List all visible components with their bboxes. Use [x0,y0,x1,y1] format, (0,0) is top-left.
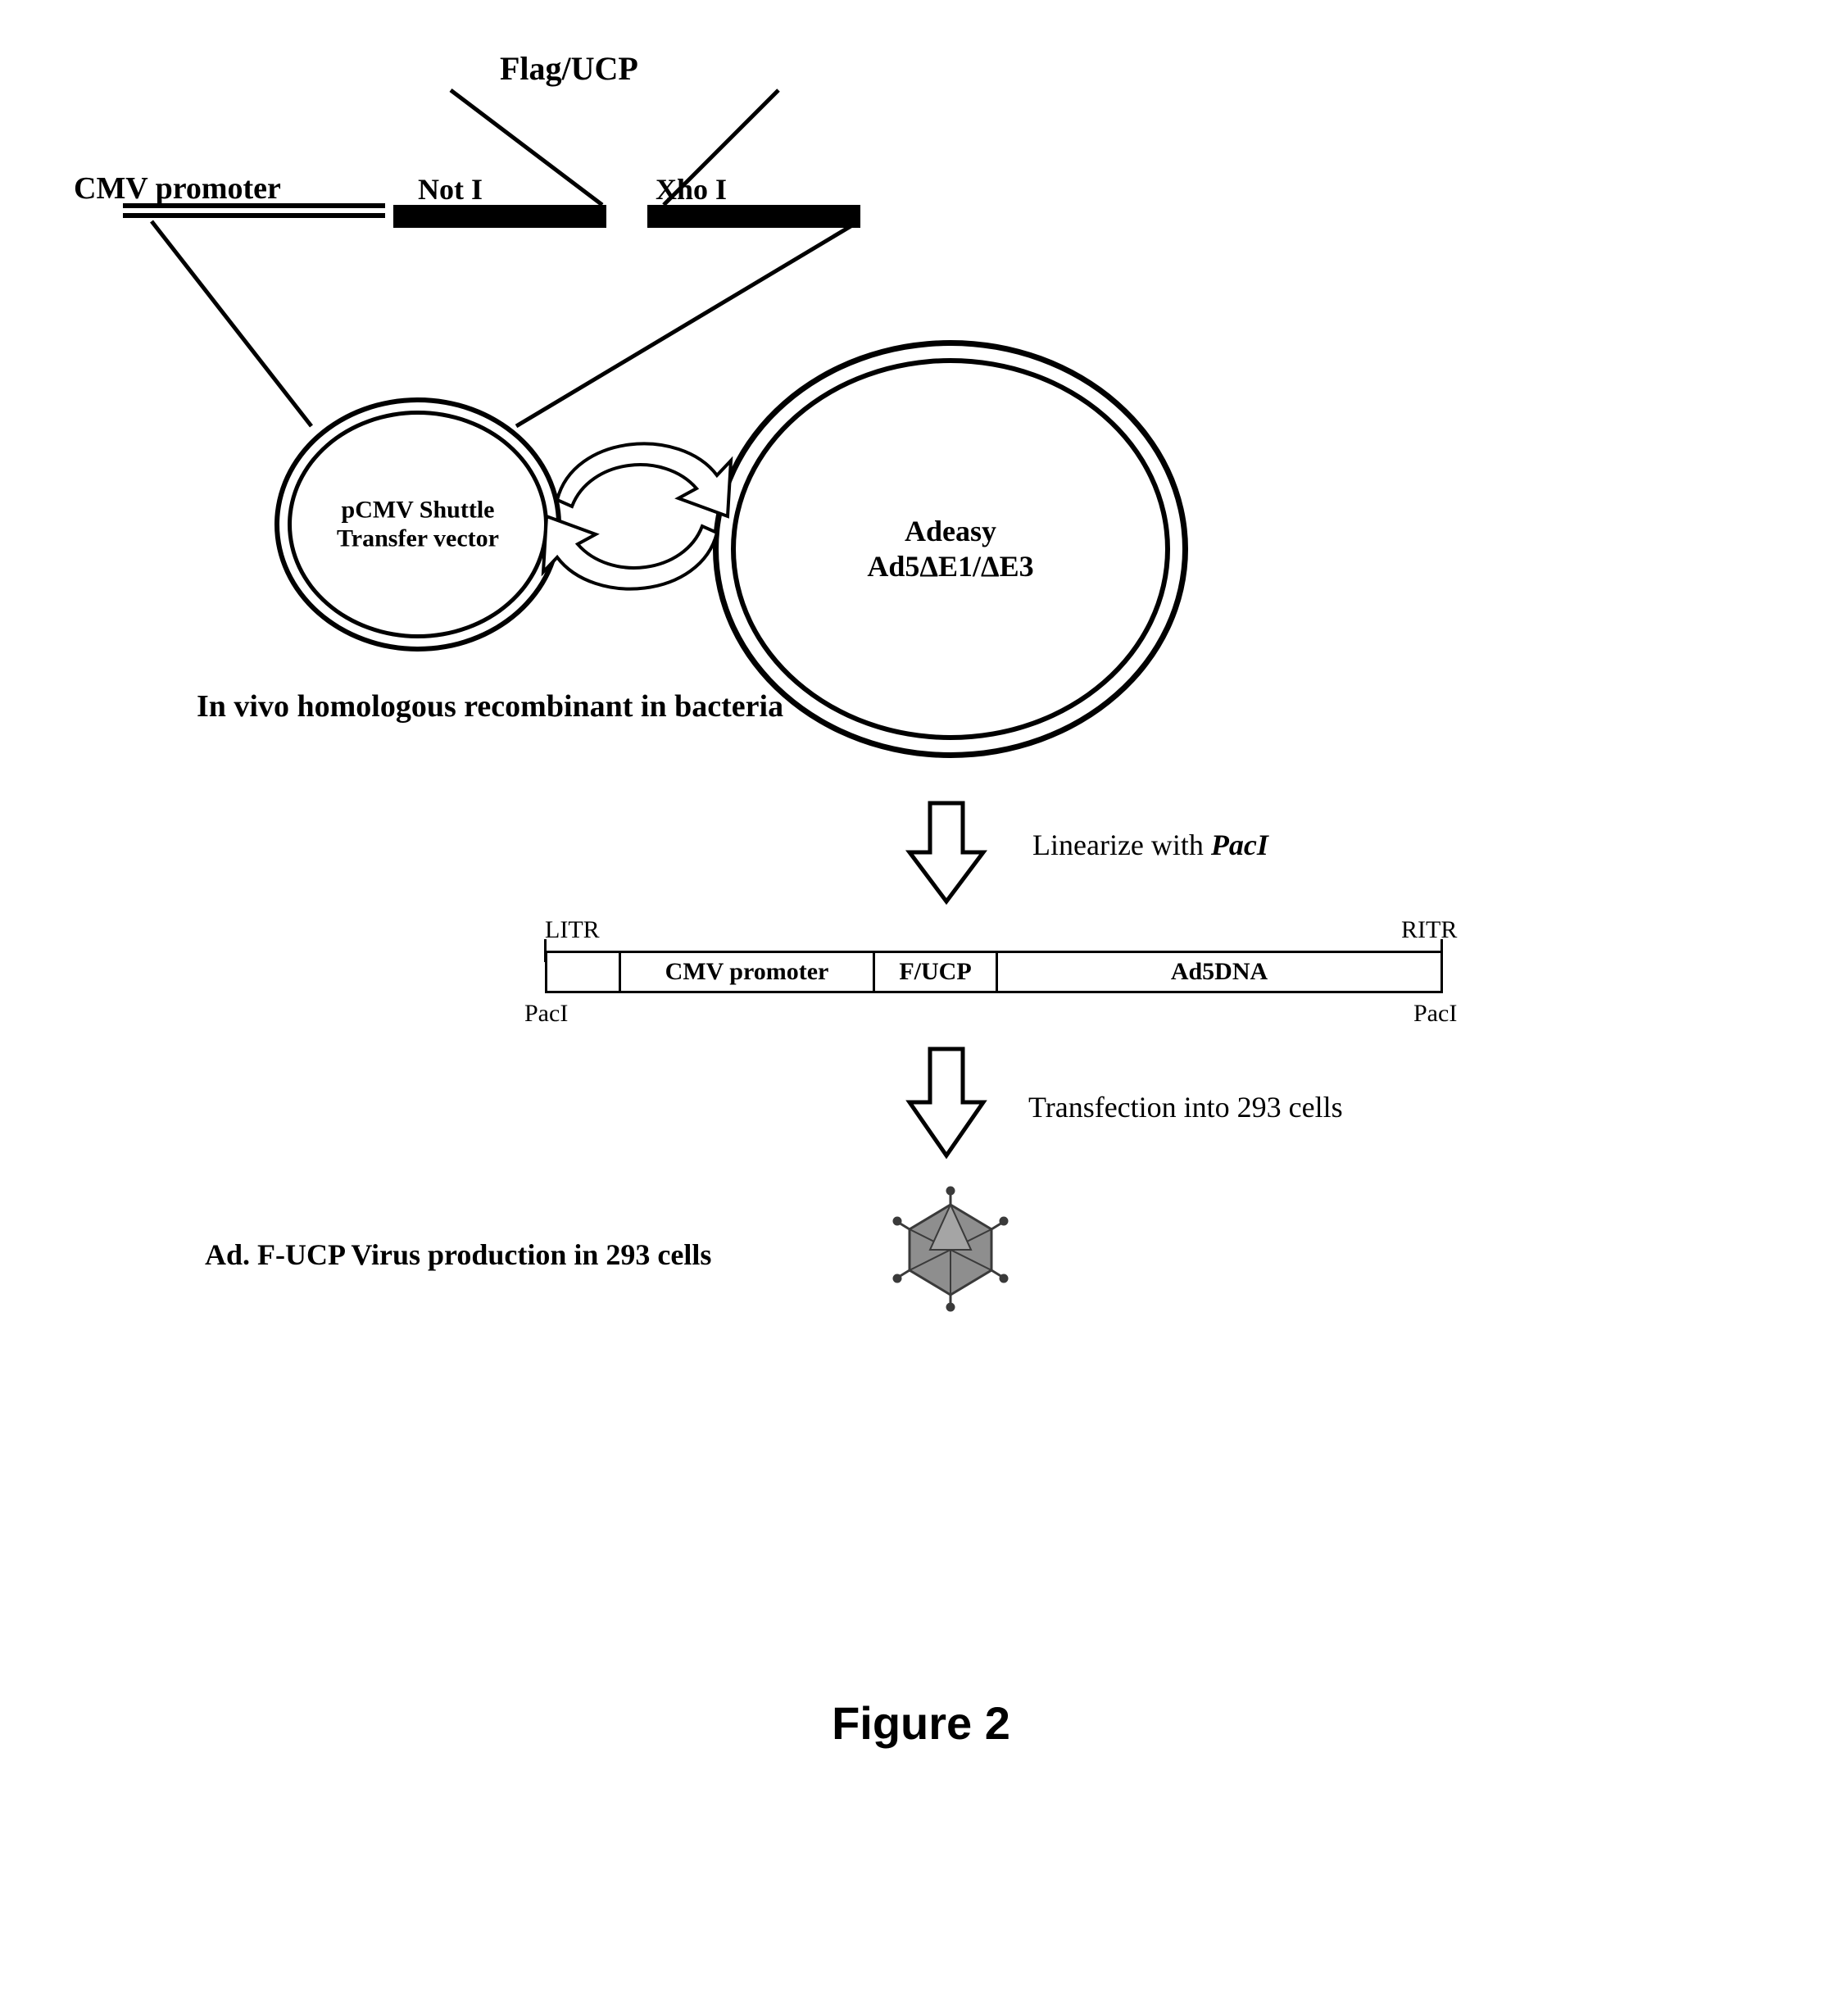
shuttle-vector-label: pCMV Shuttle Transfer vector [337,497,499,553]
construct-seg-cmv: CMV promoter [621,953,875,991]
construct-seg-litr [547,953,621,991]
construct-seg-fucp: F/UCP [875,953,998,991]
litr-label: LITR [545,916,600,944]
transfect-label: Transfection into 293 cells [1028,1090,1343,1124]
virus-icon [893,1192,1008,1307]
ritr-label: RITR [1401,916,1457,944]
production-label: Ad. F-UCP Virus production in 293 cells [205,1237,711,1272]
adeasy-vector-label-l2: Ad5ΔE1/ΔE3 [867,550,1033,583]
pacI-right-label: PacI [1413,1000,1457,1028]
linearize-text-enzyme: PacI [1211,829,1268,861]
construct-seg-ad5: Ad5DNA [998,953,1440,991]
linearized-construct: CMV promoter F/UCP Ad5DNA [545,951,1443,993]
shuttle-vector-label-l2: Transfer vector [337,524,499,552]
linearize-text-prefix: Linearize with [1032,829,1211,861]
figure-caption: Figure 2 [832,1696,1010,1750]
recombination-note: In vivo homologous recombinant in bacter… [197,688,783,724]
linearize-label: Linearize with PacI [1032,828,1268,862]
recombination-arrows [524,402,754,631]
arrow-transfect [901,1041,991,1164]
arrow-linearize [901,795,991,910]
pacI-left-label: PacI [524,1000,568,1028]
adeasy-vector-label: Adeasy Ad5ΔE1/ΔE3 [867,514,1033,584]
shuttle-vector-label-l1: pCMV Shuttle [342,497,495,524]
pacI-tick-right [1440,939,1443,962]
adeasy-vector-label-l1: Adeasy [905,515,996,547]
